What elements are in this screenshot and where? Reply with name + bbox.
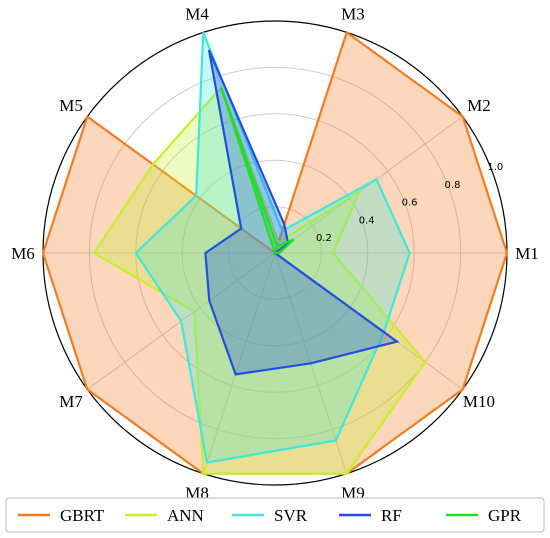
axis-label-m4: M4 bbox=[185, 4, 209, 23]
series-rf bbox=[204, 49, 400, 376]
legend-label-ann: ANN bbox=[167, 506, 204, 525]
axis-label-m2: M2 bbox=[467, 96, 491, 115]
radial-tick-label: 0.4 bbox=[359, 216, 375, 227]
legend-label-svr: SVR bbox=[274, 506, 308, 525]
radial-ticks: 0.2 0.4 0.6 0.8 1.0 bbox=[316, 162, 503, 244]
series-layer bbox=[41, 30, 509, 475]
series-gpr bbox=[220, 87, 295, 255]
legend-label-gpr: GPR bbox=[488, 506, 522, 525]
radial-tick-label: 0.2 bbox=[316, 233, 332, 244]
radial-tick-label: 1.0 bbox=[487, 162, 503, 173]
axis-label-m6: M6 bbox=[11, 244, 35, 263]
radial-tick-label: 0.8 bbox=[445, 180, 461, 191]
radial-tick-label: 0.6 bbox=[402, 198, 418, 209]
axis-label-m3: M3 bbox=[341, 4, 365, 23]
axis-label-m1: M1 bbox=[515, 244, 539, 263]
axis-label-m5: M5 bbox=[59, 96, 83, 115]
legend: GBRT ANN SVR RF GPR bbox=[5, 497, 545, 533]
axis-label-m10: M10 bbox=[463, 392, 495, 411]
spoke-line bbox=[274, 116, 463, 254]
legend-box bbox=[5, 497, 545, 533]
series-ann bbox=[92, 85, 427, 475]
legend-label-rf: RF bbox=[381, 506, 402, 525]
spoke-line bbox=[202, 252, 276, 474]
axis-label-m7: M7 bbox=[59, 392, 83, 411]
legend-label-gbrt: GBRT bbox=[60, 506, 105, 525]
